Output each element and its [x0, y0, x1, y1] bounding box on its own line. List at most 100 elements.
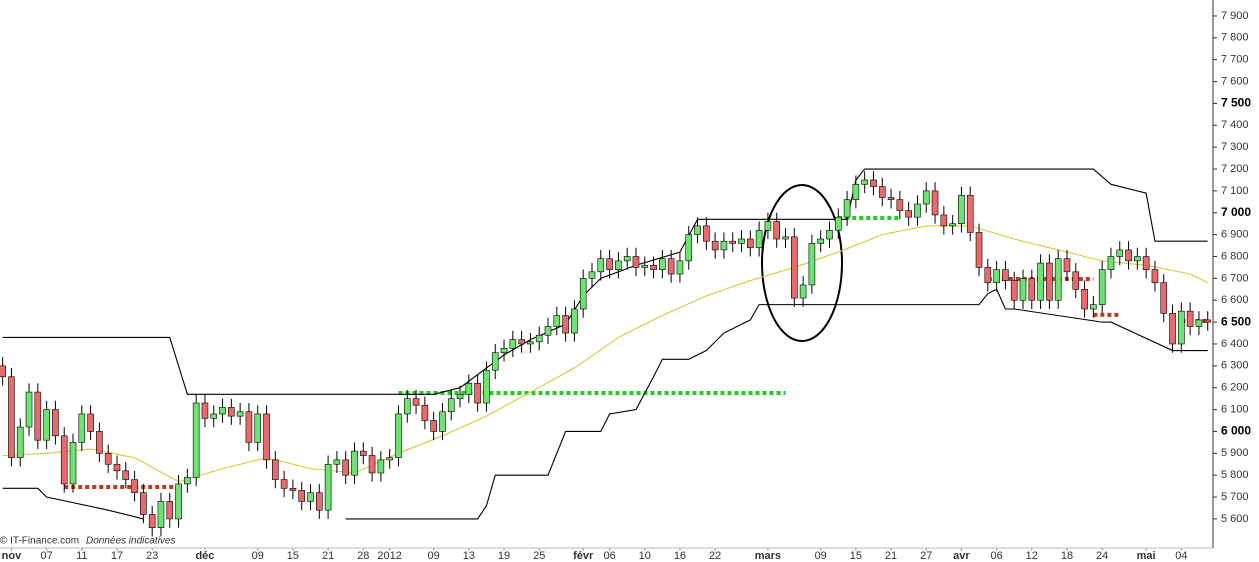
x-tick-label: 06 — [990, 550, 1002, 562]
x-tick-label: 13 — [463, 550, 475, 562]
candle-body — [914, 203, 921, 218]
x-tick-label: 22 — [709, 550, 721, 562]
candle-body — [175, 483, 182, 520]
candle-body — [403, 398, 411, 415]
candle-body — [1081, 289, 1088, 310]
candle-body — [817, 238, 824, 244]
candle-body — [184, 477, 191, 485]
candle-body — [597, 258, 605, 273]
candle-body — [359, 450, 367, 456]
candle-body — [755, 229, 763, 249]
candle-body — [1063, 258, 1071, 273]
candle-body — [527, 341, 534, 345]
candle-body — [861, 179, 868, 185]
candle-body — [1169, 313, 1176, 345]
candle-body — [641, 264, 649, 268]
candle-body — [201, 402, 209, 419]
candle-body — [491, 352, 499, 371]
indicator-line — [2, 225, 1208, 483]
candle-body — [799, 284, 807, 299]
candle-body — [78, 413, 86, 443]
x-tick-label: 24 — [1096, 550, 1108, 562]
note-text: Données indicatives — [86, 536, 176, 547]
candle-body — [852, 184, 860, 200]
candle-body — [966, 194, 974, 233]
y-tick-label: 6 800 — [1221, 250, 1249, 262]
candle-body — [931, 190, 939, 216]
x-tick-label: 27 — [920, 550, 932, 562]
candle-body — [632, 256, 640, 268]
x-tick-label: 25 — [533, 550, 545, 562]
candle-body — [685, 234, 693, 262]
candle-body — [8, 376, 15, 458]
candle-body — [245, 411, 253, 443]
candle-body — [0, 365, 6, 378]
candle-body — [289, 488, 297, 491]
candle-body — [790, 236, 798, 299]
candle-body — [412, 398, 420, 406]
candle-body — [1019, 278, 1027, 301]
candle-body — [342, 459, 349, 476]
indicator-line — [2, 168, 1208, 395]
candle-body — [1002, 269, 1009, 281]
candle-body — [351, 450, 358, 476]
x-tick-label: nov — [2, 550, 22, 562]
x-tick-label: févr — [573, 550, 594, 562]
candle-body — [307, 492, 314, 502]
candle-body — [940, 214, 948, 227]
candle-body — [280, 479, 288, 489]
candle-body — [843, 199, 851, 218]
candle-body — [975, 232, 983, 268]
candle-body — [720, 240, 728, 251]
candle-body — [483, 369, 490, 404]
candle-body — [993, 269, 1000, 284]
x-tick-label: 15 — [850, 550, 862, 562]
candle-body — [984, 267, 992, 284]
x-tick-label: 15 — [287, 550, 299, 562]
candle-body — [623, 256, 631, 262]
candle-body — [1142, 256, 1150, 270]
candle-body — [122, 470, 130, 480]
candle-body — [826, 229, 833, 240]
candle-body — [1107, 256, 1115, 270]
y-tick-label: 7 200 — [1221, 163, 1249, 175]
candle-body — [377, 459, 385, 474]
candle-body — [104, 453, 112, 465]
candle-body — [87, 413, 94, 432]
candle-body — [870, 179, 877, 187]
source-text: © IT-Finance.com — [0, 536, 79, 547]
candle-body — [157, 501, 165, 528]
candle-body — [553, 315, 561, 327]
x-tick-label: 11 — [76, 550, 87, 562]
candle-body — [1178, 310, 1185, 345]
y-tick-label: 6 300 — [1221, 360, 1249, 372]
candle-body — [131, 479, 138, 493]
candle-body — [324, 463, 332, 511]
candle-body — [1098, 269, 1106, 305]
candle-body — [676, 260, 684, 275]
candle-body — [60, 435, 68, 485]
candle-body — [210, 413, 218, 419]
candle-body — [1151, 269, 1159, 284]
indicator-line — [2, 487, 144, 520]
y-tick-label: 6 400 — [1221, 338, 1249, 350]
candle-body — [1195, 319, 1203, 327]
candle-body — [949, 223, 956, 227]
candle-body — [34, 391, 42, 441]
candle-body — [236, 411, 244, 417]
candle-body — [694, 225, 701, 235]
candle-body — [887, 197, 895, 200]
candle-body — [1134, 256, 1141, 262]
candle-body — [96, 431, 103, 454]
candle-body — [386, 457, 393, 461]
x-tick-label: 21 — [885, 550, 897, 562]
candle-body — [667, 258, 675, 275]
candle-body — [148, 514, 156, 528]
y-tick-label: 7 800 — [1221, 32, 1249, 44]
candle-body — [588, 271, 596, 279]
candle-body — [25, 391, 33, 428]
y-tick-label: 6 900 — [1221, 229, 1249, 241]
candle-body — [615, 260, 622, 270]
candle-body — [298, 490, 306, 502]
